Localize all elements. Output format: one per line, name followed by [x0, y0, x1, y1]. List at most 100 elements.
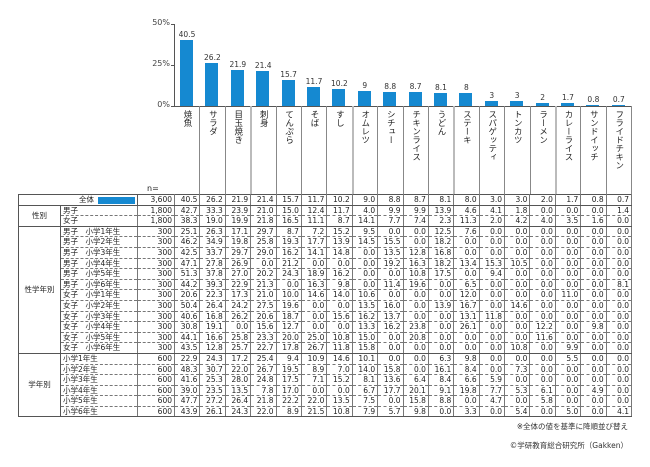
value-cell: 0.0 [427, 321, 455, 333]
value-cell: 7.6 [453, 226, 480, 238]
value-cell: 28.0 [224, 374, 252, 386]
value-cell: 26.4 [224, 395, 252, 407]
value-cell: 25.3 [199, 374, 226, 386]
value-cell: 26.4 [199, 300, 226, 312]
value-cell: 15.2 [326, 374, 353, 386]
value-cell: 0.0 [529, 226, 556, 238]
value-cell: 4.1 [605, 406, 633, 418]
value-cell: 0.0 [300, 311, 328, 323]
row-label: 女子 小学6年生 [60, 342, 138, 354]
value-cell: 0.0 [453, 247, 480, 259]
value-cell: 47.1 [173, 258, 201, 270]
footnote: ※全体の値を基準に降順並び替え [516, 422, 628, 431]
value-cell: 0.0 [554, 395, 582, 407]
column-divider [224, 106, 226, 194]
value-cell: 10.8 [402, 268, 429, 280]
value-cell: 11.3 [453, 215, 480, 227]
value-cell: 22.0 [300, 395, 328, 407]
value-cell: 0.0 [554, 300, 582, 312]
value-cell: 0.0 [605, 289, 633, 301]
table-row: 学年別 小学1年生 600 22.9 24.3 17.2 25.4 9.4 10.9 14.6 10… [18, 352, 633, 418]
value-cell: 0.0 [605, 236, 633, 248]
bar-15 [561, 103, 574, 106]
value-cell: 0.0 [504, 332, 531, 344]
row-label: 男子 小学1年生 [60, 226, 138, 238]
bar-value-label: 21.9 [229, 60, 247, 70]
value-cell: 0.0 [580, 226, 607, 238]
value-cell: 0.0 [402, 300, 429, 312]
value-cell: 8.4 [427, 374, 455, 386]
category-label: すし [334, 110, 345, 127]
n-cell: 300 [137, 247, 175, 259]
table-row: 男子 小学2年生 300 46.2 34.9 19.8 25.8 19.3 17.7 13.9 1… [19, 236, 633, 248]
y-tick-mark [171, 65, 174, 66]
value-cell: 0.0 [504, 321, 531, 333]
value-cell: 26.2 [224, 311, 252, 323]
value-cell: 0.0 [580, 406, 607, 418]
value-cell: 12.4 [300, 205, 328, 217]
value-cell: 0.0 [529, 205, 556, 217]
table-row: 男子 小学6年生 300 44.2 39.3 22.9 21.3 0.0 16.3 9.8 0.0… [19, 279, 633, 291]
value-cell: 19.1 [199, 321, 226, 333]
column-divider [580, 106, 582, 194]
value-cell: 0.0 [554, 311, 582, 323]
value-cell: 1.4 [605, 205, 633, 217]
value-cell: 11.8 [326, 342, 353, 354]
value-cell: 0.0 [351, 258, 379, 270]
value-cell: 9.8 [326, 279, 353, 291]
value-cell: 0.0 [605, 247, 633, 259]
value-cell: 8.1 [605, 279, 633, 291]
value-cell: 2.0 [529, 194, 556, 206]
value-cell: 26.1 [453, 321, 480, 333]
n-cell: 600 [137, 364, 175, 376]
value-cell: 16.2 [377, 321, 404, 333]
value-cell: 0.0 [300, 258, 328, 270]
row-label: 女子 小学2年生 [60, 300, 138, 312]
value-cell: 23.8 [402, 321, 429, 333]
value-cell: 2.3 [427, 215, 455, 227]
value-cell: 0.0 [580, 258, 607, 270]
value-cell: 0.0 [580, 279, 607, 291]
value-cell: 7.8 [250, 385, 277, 397]
value-cell: 11.7 [300, 194, 328, 206]
value-cell: 13.5 [351, 300, 379, 312]
value-cell: 0.0 [377, 289, 404, 301]
bar-value-label: 3 [489, 91, 495, 101]
value-cell: 20.0 [275, 332, 302, 344]
value-cell: 5.0 [554, 406, 582, 418]
column-divider [478, 106, 480, 194]
value-cell: 12.0 [453, 289, 480, 301]
value-cell: 0.0 [605, 395, 633, 407]
value-cell: 0.0 [478, 353, 506, 365]
group-label: 性学年別 [18, 225, 61, 354]
bar-16 [586, 104, 600, 106]
value-cell: 8.7 [402, 194, 429, 206]
value-cell: 42.7 [173, 205, 201, 217]
value-cell: 0.0 [427, 342, 455, 354]
value-cell: 16.0 [377, 300, 404, 312]
value-cell: 0.0 [580, 300, 607, 312]
n-cell: 3,600 [137, 194, 175, 206]
value-cell: 15.6 [250, 321, 277, 333]
category-label: トンカツ [512, 110, 523, 144]
value-cell: 0.0 [478, 300, 506, 312]
value-cell: 3.3 [453, 406, 480, 418]
value-cell: 26.2 [199, 194, 226, 206]
category-label: サラダ [207, 110, 218, 136]
value-cell: 0.0 [453, 268, 480, 280]
value-cell: 0.0 [224, 321, 252, 333]
table-row: 女子 小学5年生 300 44.1 16.6 25.8 23.3 20.0 25.0 10.8 1… [19, 332, 633, 344]
value-cell: 0.0 [478, 289, 506, 301]
value-cell: 15.6 [326, 311, 353, 323]
value-cell: 9.4 [275, 353, 302, 365]
value-cell: 6.5 [453, 279, 480, 291]
value-cell: 0.0 [605, 258, 633, 270]
value-cell: 29.0 [250, 247, 277, 259]
value-cell: 9.8 [580, 321, 607, 333]
n-cell: 300 [137, 258, 175, 270]
table-row: 男子 小学4年生 300 47.1 27.8 26.9 0.0 21.2 0.0 0.0 0.0 1… [19, 258, 633, 270]
value-cell: 0.0 [478, 342, 506, 354]
value-cell: 0.0 [580, 236, 607, 248]
value-cell: 0.0 [580, 332, 607, 344]
bar-1 [205, 63, 219, 106]
